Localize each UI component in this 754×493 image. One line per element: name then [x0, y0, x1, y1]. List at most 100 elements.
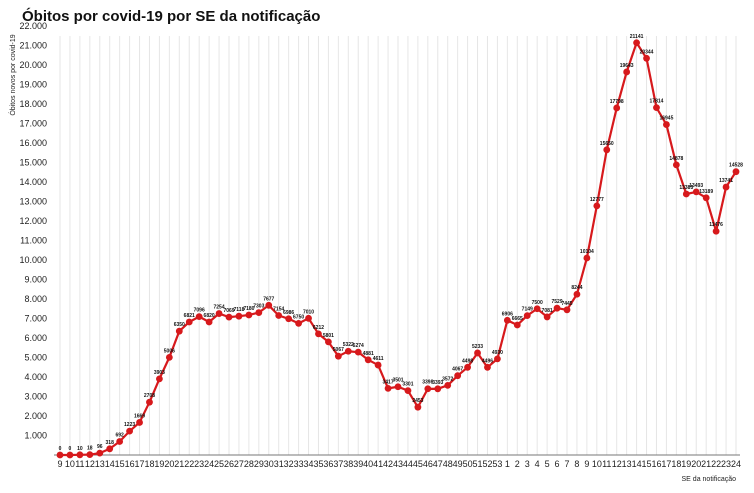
x-tick-label: 7	[564, 459, 569, 469]
data-point	[702, 194, 710, 202]
data-label: 12777	[590, 197, 604, 203]
x-tick-label: 9	[584, 459, 589, 469]
x-tick-label: 22	[184, 459, 194, 469]
data-point	[583, 254, 591, 262]
x-tick-label: 38	[343, 459, 353, 469]
data-label: 3572	[442, 376, 453, 382]
data-point	[116, 438, 124, 445]
x-tick-label: 15	[642, 459, 652, 469]
x-tick-label: 13	[622, 459, 632, 469]
x-tick-label: 8	[574, 459, 579, 469]
data-label: 5233	[472, 344, 483, 350]
data-label: 4498	[462, 358, 473, 364]
x-tick-label: 4	[535, 459, 540, 469]
x-tick-label: 25	[214, 459, 224, 469]
data-label: 16945	[659, 116, 673, 122]
data-point	[126, 427, 133, 435]
y-tick-label: 21.000	[19, 41, 47, 51]
x-tick-label: 36	[323, 459, 333, 469]
data-label: 5801	[323, 333, 334, 339]
data-point	[245, 311, 253, 319]
data-label: 7149	[522, 307, 533, 313]
x-tick-label: 49	[453, 459, 463, 469]
data-point	[484, 363, 491, 371]
data-label: 17814	[650, 99, 664, 105]
data-point	[434, 385, 442, 393]
data-label: 7500	[532, 300, 543, 306]
x-tick-label: 19	[681, 459, 691, 469]
x-tick-label: 17	[661, 459, 671, 469]
data-point	[305, 314, 312, 322]
x-tick-label: 14	[632, 459, 642, 469]
y-tick-label: 1.000	[24, 431, 47, 441]
x-tick-label: 10	[65, 459, 75, 469]
data-label: 4611	[373, 356, 384, 362]
data-label: 6906	[502, 311, 513, 317]
x-tick-label: 12	[85, 459, 95, 469]
y-tick-label: 16.000	[19, 138, 47, 148]
x-tick-label: 45	[413, 459, 423, 469]
x-tick-label: 28	[244, 459, 254, 469]
y-tick-label: 14.000	[19, 177, 47, 187]
data-point	[543, 313, 551, 321]
x-tick-label: 2	[515, 459, 520, 469]
data-point	[106, 445, 114, 453]
x-tick-label: 10	[592, 459, 602, 469]
data-label: 5322	[343, 342, 354, 348]
data-point	[573, 290, 581, 298]
data-point	[523, 312, 531, 319]
x-tick-label: 35	[313, 459, 323, 469]
data-label: 4067	[452, 367, 463, 373]
data-label: 692	[115, 433, 124, 439]
data-point	[354, 348, 362, 356]
data-point	[235, 312, 243, 320]
data-label: 7010	[303, 309, 314, 315]
x-axis-label: SE da notificação	[682, 476, 737, 483]
data-point	[344, 347, 352, 355]
x-tick-label: 3	[525, 459, 530, 469]
data-point	[613, 104, 621, 112]
y-tick-label: 11.000	[20, 236, 47, 246]
data-point	[394, 383, 402, 391]
x-tick-label: 9	[57, 459, 62, 469]
x-tick-label: 51	[473, 459, 483, 469]
data-label: 5067	[333, 347, 344, 353]
data-point	[364, 356, 372, 364]
y-tick-label: 3.000	[24, 392, 47, 402]
y-tick-label: 13.000	[19, 197, 47, 207]
data-point	[643, 54, 650, 62]
data-point	[533, 305, 541, 313]
data-point	[374, 361, 382, 369]
data-label: 4496	[482, 358, 493, 364]
y-tick-label: 10.000	[19, 255, 47, 265]
data-label: 15650	[600, 141, 614, 147]
data-label: 7081	[542, 308, 553, 314]
data-point	[265, 301, 273, 309]
data-label: 7096	[194, 308, 205, 314]
x-tick-label: 13	[95, 459, 105, 469]
x-tick-label: 18	[671, 459, 681, 469]
data-point	[384, 384, 392, 392]
x-tick-label: 12	[612, 459, 622, 469]
x-tick-label: 24	[731, 459, 741, 469]
x-tick-label: 42	[383, 459, 393, 469]
data-label: 13493	[689, 183, 703, 189]
data-point	[494, 355, 501, 363]
y-tick-label: 8.000	[24, 294, 47, 304]
data-label: 318	[106, 440, 115, 446]
data-point	[503, 316, 511, 324]
data-point	[722, 183, 730, 191]
x-tick-label: 21	[174, 459, 184, 469]
data-label: 13741	[719, 178, 733, 184]
data-label: 7303	[253, 304, 264, 310]
data-label: 3301	[402, 382, 413, 388]
data-label: 4930	[492, 350, 503, 356]
x-tick-label: 22	[711, 459, 721, 469]
data-point	[414, 403, 422, 411]
data-point	[692, 188, 700, 196]
x-tick-label: 44	[403, 459, 413, 469]
data-label: 13385	[679, 185, 693, 191]
data-point	[424, 385, 432, 393]
